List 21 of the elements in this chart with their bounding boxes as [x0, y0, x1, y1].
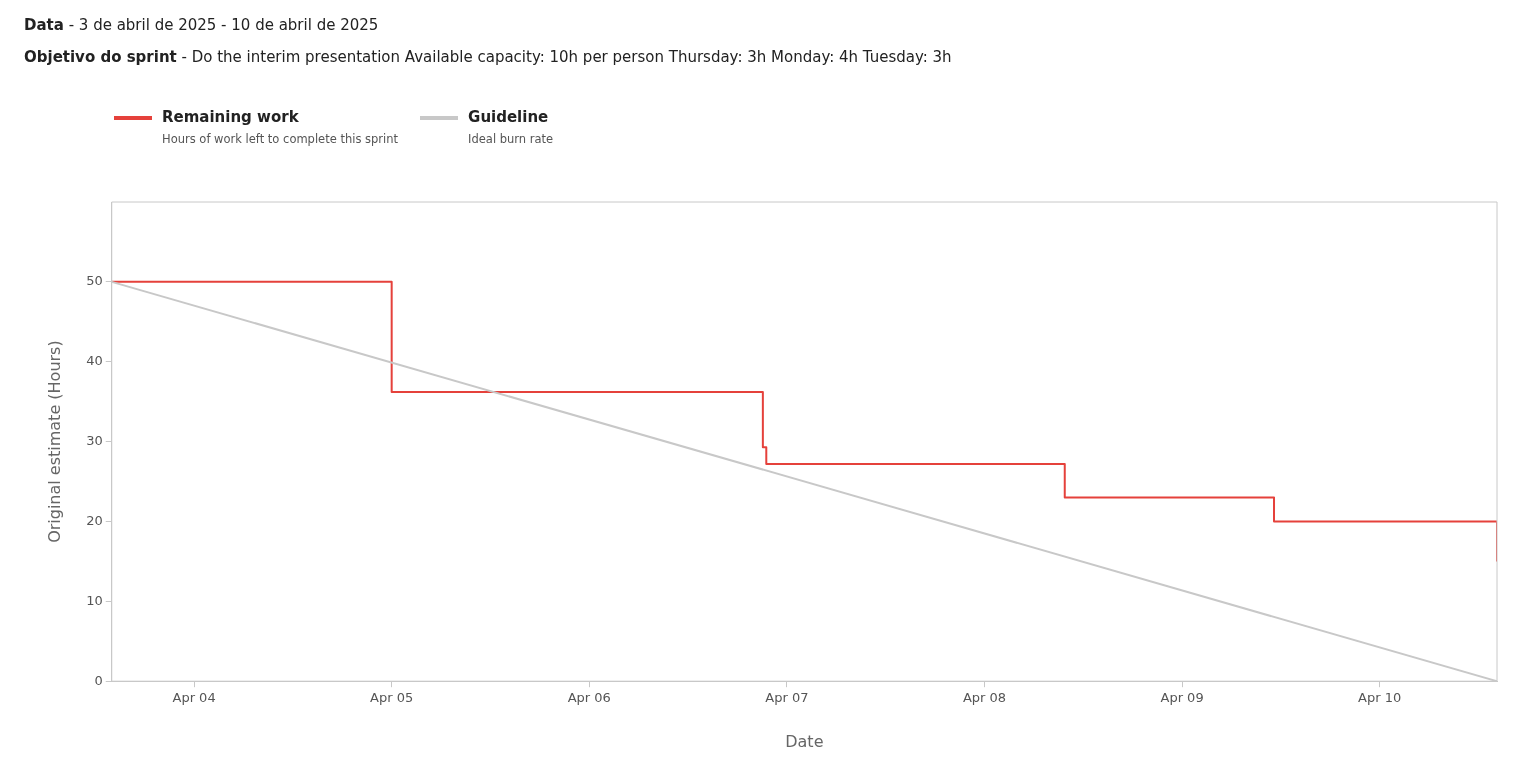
text: Hours of work left to complete this sprint — [162, 132, 399, 146]
x-tick-label: Apr 06 — [567, 690, 611, 706]
chart-title: Data - 3 de abril de 2025 - 10 de abril de 2025 — [24, 16, 380, 34]
x-tick-label: Apr 09 — [1160, 690, 1204, 706]
y-tick-label: 50 — [86, 273, 103, 289]
y-axis-title: Original estimate (Hours) — [44, 340, 64, 543]
y-tick-label: 40 — [86, 353, 103, 369]
y-tick-label: 10 — [86, 592, 103, 608]
y-tick-label: 30 — [86, 432, 103, 448]
text: Ideal burn rate — [468, 132, 554, 146]
legend-label: Guideline — [468, 108, 550, 126]
legend-label: Remaining work — [162, 108, 300, 126]
x-tick-label: Apr 04 — [172, 690, 216, 706]
x-tick-label: Apr 05 — [370, 690, 414, 706]
x-tick-label: Apr 10 — [1358, 690, 1402, 706]
x-tick-label: Apr 07 — [765, 690, 809, 706]
x-axis-title: Date — [785, 731, 824, 751]
chart-subtitle: Objetivo do sprint - Do the interim presentation Available capacity: 10h per person Thursday: 3h Monday: 4h Tuesday: 3h — [24, 48, 952, 66]
y-tick-label: 20 — [86, 512, 103, 528]
x-tick-label: Apr 08 — [962, 690, 1007, 706]
y-tick-label: 0 — [94, 672, 103, 688]
